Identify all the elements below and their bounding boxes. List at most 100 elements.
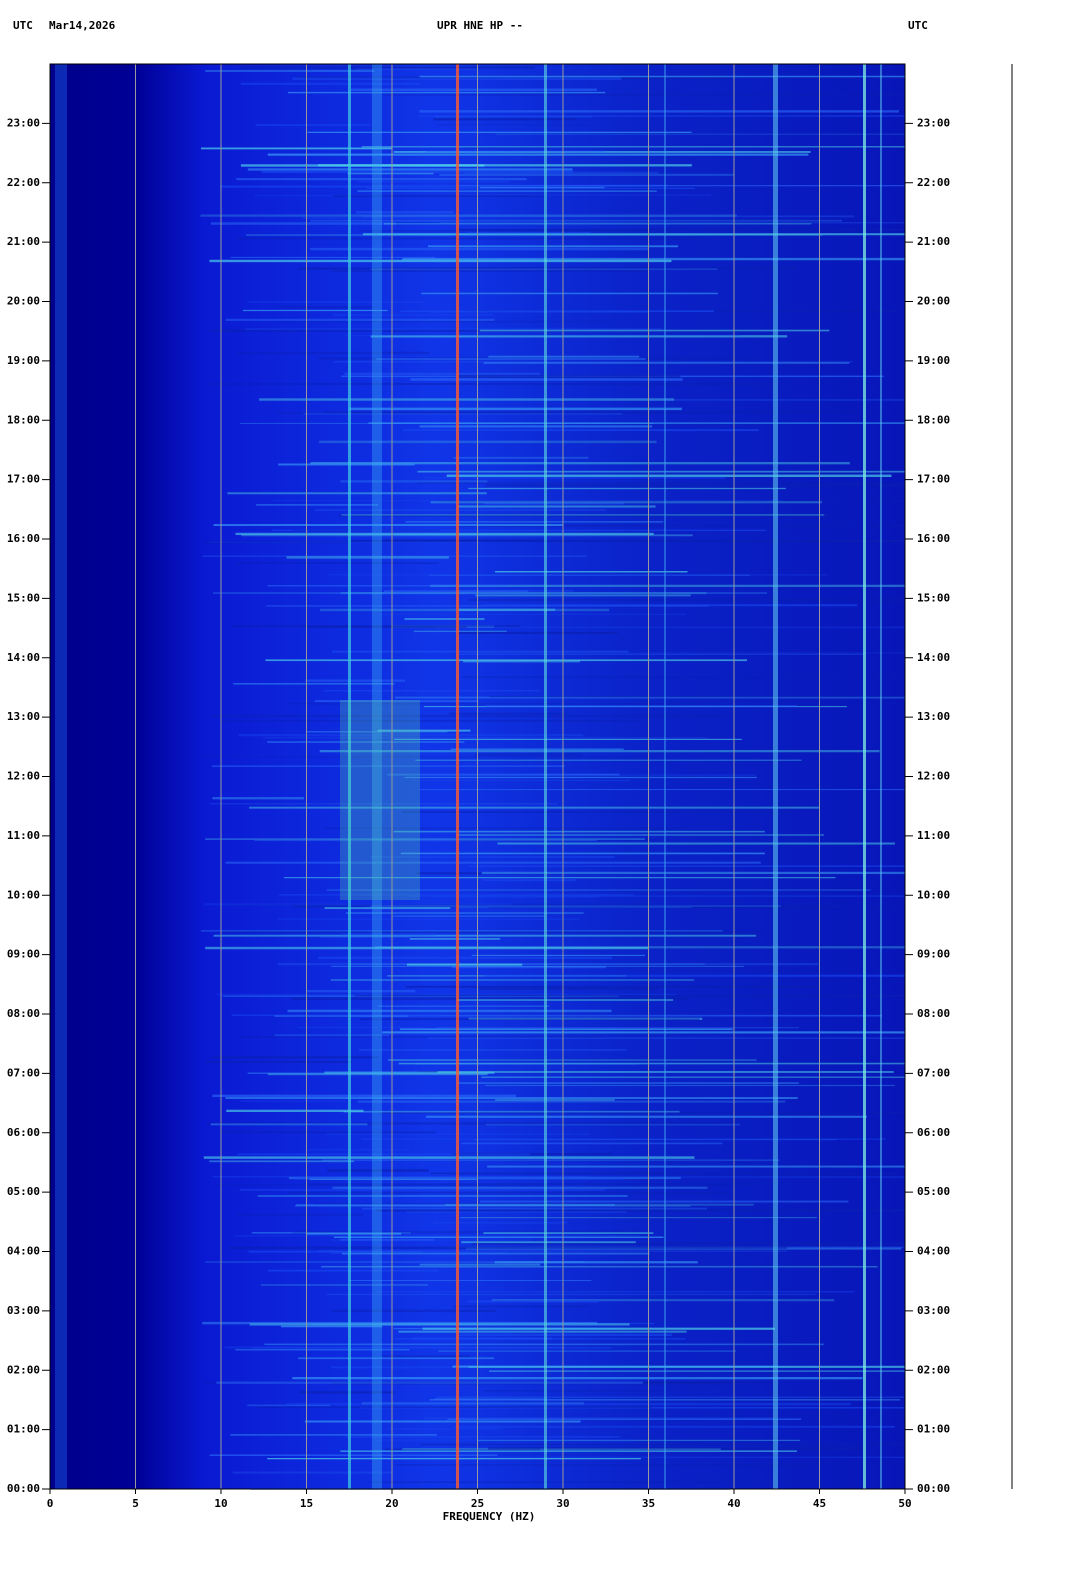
noise-streak	[306, 1232, 402, 1235]
noise-streak	[232, 1471, 393, 1474]
noise-streak	[359, 1049, 627, 1051]
noise-streak	[401, 259, 538, 262]
noise-streak	[461, 676, 905, 679]
y-tick-label-right: 01:00	[917, 1423, 950, 1436]
noise-streak	[359, 1018, 700, 1021]
y-tick-label-right: 23:00	[917, 116, 950, 129]
noise-streak	[306, 989, 416, 993]
noise-streak	[344, 372, 540, 375]
noise-streak	[469, 598, 905, 602]
noise-streak	[497, 842, 895, 845]
noise-streak	[430, 501, 822, 504]
noise-streak	[242, 309, 388, 312]
noise-streak	[409, 895, 905, 897]
y-tick-label-right: 16:00	[917, 532, 950, 545]
noise-streak	[347, 172, 434, 175]
noise-streak	[436, 124, 590, 126]
noise-streak	[358, 180, 510, 183]
y-tick-label: 19:00	[7, 354, 40, 367]
noise-streak	[361, 1402, 584, 1405]
noise-streak	[209, 1454, 498, 1456]
noise-streak	[411, 1337, 553, 1340]
noise-streak	[428, 245, 679, 248]
noise-streak	[393, 1327, 621, 1330]
noise-streak	[332, 195, 546, 197]
x-tick-label: 5	[132, 1497, 139, 1510]
noise-streak	[377, 1005, 550, 1007]
noise-streak	[319, 440, 657, 444]
noise-streak	[205, 70, 375, 72]
noise-streak	[340, 1450, 798, 1452]
noise-streak	[314, 1203, 887, 1205]
noise-streak	[288, 1176, 681, 1180]
noise-streak	[478, 1059, 905, 1061]
noise-streak	[418, 115, 905, 117]
noise-streak	[236, 351, 430, 355]
noise-streak	[303, 412, 623, 415]
noise-streak	[436, 1396, 905, 1398]
noise-streak	[236, 178, 527, 181]
noise-streak	[246, 234, 823, 236]
noise-streak	[413, 630, 507, 633]
noise-streak	[306, 731, 448, 733]
y-tick-label-right: 13:00	[917, 710, 950, 723]
noise-streak	[458, 505, 656, 508]
noise-streak	[491, 1299, 835, 1302]
noise-streak	[247, 168, 573, 171]
noise-streak	[205, 1061, 352, 1064]
noise-streak	[475, 594, 691, 597]
noise-streak	[458, 228, 902, 231]
noise-streak	[309, 626, 467, 628]
noise-streak	[406, 963, 523, 966]
noise-streak	[234, 1235, 641, 1237]
noise-streak	[254, 194, 388, 197]
noise-streak	[450, 748, 624, 750]
noise-streak	[310, 462, 850, 465]
y-tick-label: 00:00	[7, 1482, 40, 1495]
noise-streak	[238, 734, 584, 737]
noise-streak	[359, 230, 645, 232]
noise-streak	[309, 1178, 478, 1180]
noise-streak	[447, 1418, 802, 1420]
noise-streak	[348, 1014, 882, 1017]
noise-streak	[338, 514, 830, 517]
noise-streak	[211, 1056, 379, 1059]
noise-streak	[457, 1333, 672, 1337]
noise-streak	[439, 222, 905, 224]
noise-streak	[320, 608, 610, 612]
noise-streak	[225, 1097, 798, 1099]
y-tick-label-right: 17:00	[917, 473, 950, 486]
noise-streak	[298, 1026, 428, 1029]
noise-streak	[225, 861, 761, 864]
noise-streak	[213, 934, 757, 937]
noise-streak	[382, 1355, 470, 1358]
noise-streak	[420, 789, 905, 791]
noise-streak	[237, 1153, 530, 1156]
noise-streak	[278, 320, 609, 323]
noise-streak	[340, 1238, 435, 1241]
noise-streak	[419, 1263, 541, 1266]
noise-streak	[307, 1148, 410, 1151]
noise-streak	[488, 907, 905, 909]
noise-streak	[423, 476, 726, 479]
header-date: Mar14,2026	[49, 19, 116, 32]
noise-streak	[340, 591, 707, 595]
noise-streak	[433, 1221, 568, 1224]
noise-streak	[237, 1213, 364, 1216]
noise-streak	[288, 1191, 730, 1194]
noise-streak	[245, 328, 662, 330]
noise-streak	[454, 1425, 895, 1428]
noise-streak	[384, 222, 812, 225]
noise-streak	[271, 499, 784, 501]
noise-streak	[310, 219, 842, 222]
noise-streak	[263, 737, 709, 739]
x-tick-label: 40	[727, 1497, 740, 1510]
noise-streak	[286, 556, 449, 559]
noise-streak	[247, 1072, 442, 1074]
noise-streak	[209, 803, 558, 805]
noise-streak	[329, 1252, 507, 1254]
noise-streak	[423, 1417, 774, 1419]
noise-streak	[487, 1165, 905, 1168]
noise-streak	[200, 214, 737, 217]
noise-streak	[428, 574, 750, 576]
